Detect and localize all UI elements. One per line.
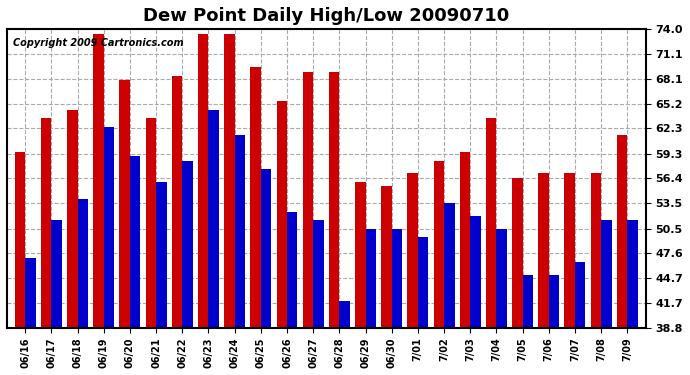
Bar xyxy=(172,76,182,375)
Bar xyxy=(130,156,141,375)
Bar xyxy=(182,161,193,375)
Bar xyxy=(418,237,428,375)
Bar xyxy=(538,173,549,375)
Bar xyxy=(627,220,638,375)
Bar xyxy=(119,80,130,375)
Bar xyxy=(382,186,392,375)
Bar xyxy=(224,33,235,375)
Bar xyxy=(67,110,77,375)
Bar xyxy=(277,101,287,375)
Bar xyxy=(460,152,470,375)
Bar xyxy=(146,118,156,375)
Bar xyxy=(339,301,350,375)
Bar xyxy=(366,228,376,375)
Bar xyxy=(52,220,62,375)
Bar xyxy=(392,228,402,375)
Bar xyxy=(104,127,115,375)
Bar xyxy=(303,72,313,375)
Bar xyxy=(198,33,208,375)
Bar xyxy=(93,33,104,375)
Bar xyxy=(564,173,575,375)
Bar xyxy=(444,203,455,375)
Bar xyxy=(496,228,507,375)
Bar xyxy=(575,262,585,375)
Bar xyxy=(261,169,271,375)
Bar xyxy=(407,173,418,375)
Bar xyxy=(77,199,88,375)
Bar xyxy=(41,118,52,375)
Bar xyxy=(235,135,245,375)
Bar xyxy=(313,220,324,375)
Bar xyxy=(208,110,219,375)
Bar xyxy=(522,275,533,375)
Title: Dew Point Daily High/Low 20090710: Dew Point Daily High/Low 20090710 xyxy=(143,7,509,25)
Bar xyxy=(512,178,522,375)
Text: Copyright 2009 Cartronics.com: Copyright 2009 Cartronics.com xyxy=(13,38,184,48)
Bar xyxy=(287,211,297,375)
Bar xyxy=(617,135,627,375)
Bar xyxy=(601,220,611,375)
Bar xyxy=(26,258,36,375)
Bar xyxy=(486,118,496,375)
Bar xyxy=(250,68,261,375)
Bar xyxy=(329,72,339,375)
Bar xyxy=(433,161,444,375)
Bar xyxy=(591,173,601,375)
Bar xyxy=(156,182,166,375)
Bar xyxy=(549,275,559,375)
Bar xyxy=(355,182,366,375)
Bar xyxy=(470,216,481,375)
Bar xyxy=(14,152,26,375)
